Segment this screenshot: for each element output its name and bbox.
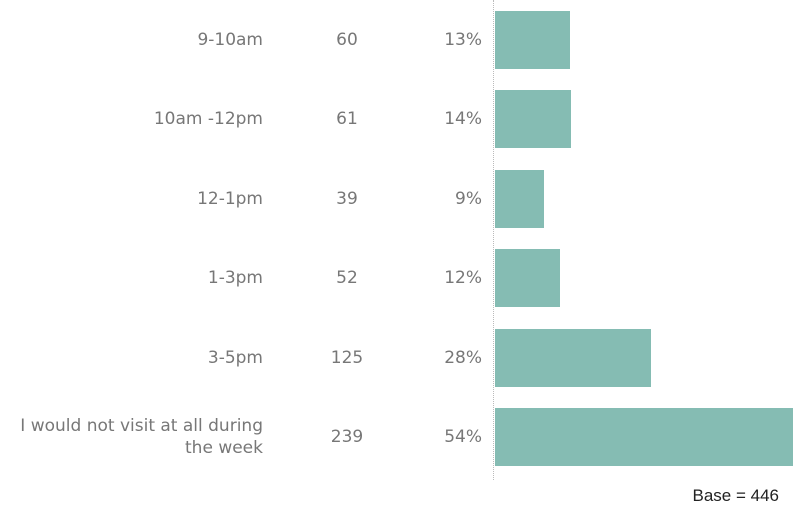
bar (495, 90, 572, 149)
category-label: 1-3pm (207, 268, 263, 289)
percentage-label: 28% (444, 347, 482, 368)
percentage-label: 13% (444, 30, 482, 50)
percentage-label: 54% (444, 427, 482, 447)
bar (495, 408, 793, 466)
category-label: 10am -12pm (153, 109, 263, 130)
axis-line (493, 0, 494, 480)
base-note: Base = 446 (692, 486, 780, 505)
category-label: 12-1pm (197, 188, 263, 209)
percentage-label: 14% (444, 109, 482, 130)
count-label: 125 (330, 347, 364, 368)
count-label: 239 (330, 427, 364, 447)
category-label: 9-10am (197, 30, 263, 50)
percentage-label: 12% (444, 268, 482, 289)
count-label: 60 (336, 30, 358, 50)
count-label: 61 (336, 109, 358, 130)
count-label: 39 (336, 188, 358, 209)
percentage-label: 9% (455, 188, 482, 209)
bar (495, 249, 560, 308)
bar (495, 328, 651, 387)
category-label: I would not visit at all during the week (20, 416, 263, 458)
bar (495, 11, 570, 69)
bar (495, 169, 544, 228)
category-label: 3-5pm (207, 347, 263, 368)
count-label: 52 (336, 268, 358, 289)
